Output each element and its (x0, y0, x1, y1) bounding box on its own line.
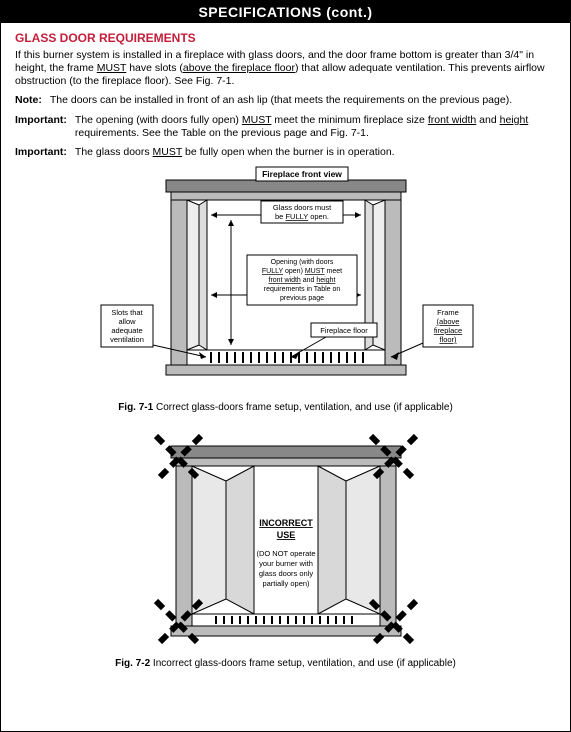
svg-text:fireplace: fireplace (433, 326, 461, 335)
svg-text:Slots that: Slots that (111, 308, 143, 317)
page: SPECIFICATIONS (cont.) GLASS DOOR REQUIR… (0, 0, 571, 732)
svg-text:glass doors only: glass doors only (258, 569, 312, 578)
svg-text:(above: (above (436, 317, 459, 326)
fig2-caption-bold: Fig. 7-2 (115, 658, 150, 669)
svg-text:Frame: Frame (437, 308, 459, 317)
imp1-post: requirements. See the Table on the previ… (75, 127, 369, 139)
fig2-caption-rest: Incorrect glass-doors frame setup, venti… (150, 658, 456, 669)
imp1-pre: The opening (with doors fully open) (75, 114, 242, 126)
figure-7-2: INCORRECT USE (DO NOT operate your burne… (15, 431, 556, 669)
svg-text:Fireplace floor: Fireplace floor (320, 326, 368, 335)
svg-text:Opening (with doors: Opening (with doors (270, 259, 333, 266)
svg-text:INCORRECT: INCORRECT (259, 518, 313, 528)
imp1-label: Important: (15, 114, 67, 140)
fig1-svg: Fireplace front view Glass doors must be… (71, 165, 501, 400)
header-bar: SPECIFICATIONS (cont.) (1, 1, 570, 23)
imp2-must: MUST (153, 146, 183, 158)
svg-text:floor): floor) (439, 335, 457, 344)
figure-7-1: Fireplace front view Glass doors must be… (15, 165, 556, 413)
para1-mid: have slots ( (126, 62, 183, 74)
svg-text:allow: allow (118, 317, 136, 326)
note-label: Note: (15, 94, 42, 107)
svg-text:FULLY open) MUST meet: FULLY open) MUST meet (261, 268, 341, 275)
svg-text:partially open): partially open) (262, 579, 310, 588)
fig1-caption: Fig. 7-1 Correct glass-doors frame setup… (15, 402, 556, 413)
imp2-body: The glass doors MUST be fully open when … (75, 146, 556, 159)
imp1-and: and (476, 114, 499, 126)
imp1-must: MUST (242, 114, 272, 126)
header-title: SPECIFICATIONS (cont.) (198, 4, 372, 20)
svg-text:be FULLY open.: be FULLY open. (275, 212, 329, 221)
fig2-svg: INCORRECT USE (DO NOT operate your burne… (126, 431, 446, 656)
svg-text:previous page: previous page (280, 295, 324, 302)
imp1-ht: height (500, 114, 529, 126)
svg-text:front width and height: front width and height (268, 277, 335, 284)
imp2-post: be fully open when the burner is in oper… (182, 146, 394, 158)
fig1-caption-bold: Fig. 7-1 (118, 402, 153, 413)
note-body: The doors can be installed in front of a… (50, 94, 556, 107)
fig2-caption: Fig. 7-2 Incorrect glass-doors frame set… (15, 658, 556, 669)
paragraph-intro: If this burner system is installed in a … (15, 49, 556, 88)
svg-text:adequate: adequate (111, 326, 142, 335)
svg-text:requirements in Table on: requirements in Table on (263, 286, 340, 293)
imp2-pre: The glass doors (75, 146, 153, 158)
fig1-caption-rest: Correct glass-doors frame setup, ventila… (153, 402, 453, 413)
svg-text:Glass doors must: Glass doors must (272, 203, 331, 212)
svg-text:ventilation: ventilation (110, 335, 144, 344)
para1-above: above the fireplace floor (183, 62, 295, 74)
svg-text:(DO NOT operate: (DO NOT operate (256, 549, 315, 558)
section-title: GLASS DOOR REQUIREMENTS (15, 31, 556, 45)
important-1: Important: The opening (with doors fully… (15, 114, 556, 140)
para1-must: MUST (97, 62, 127, 74)
fig1-title: Fireplace front view (262, 169, 342, 179)
imp1-body: The opening (with doors fully open) MUST… (75, 114, 556, 140)
imp1-mid: meet the minimum fireplace size (271, 114, 427, 126)
important-2: Important: The glass doors MUST be fully… (15, 146, 556, 159)
svg-text:your burner with: your burner with (259, 559, 313, 568)
note-row: Note: The doors can be installed in fron… (15, 94, 556, 107)
imp2-label: Important: (15, 146, 67, 159)
svg-text:USE: USE (276, 530, 295, 540)
content: GLASS DOOR REQUIREMENTS If this burner s… (1, 23, 570, 677)
imp1-fw: front width (428, 114, 476, 126)
